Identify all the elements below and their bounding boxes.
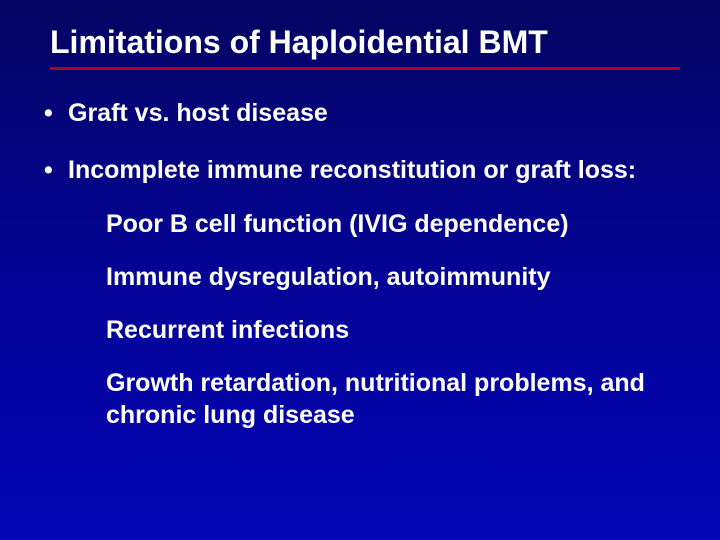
slide: Limitations of Haploidential BMT Graft v…: [0, 0, 720, 540]
list-item: Graft vs. host disease: [40, 98, 680, 129]
slide-title: Limitations of Haploidential BMT: [50, 24, 680, 70]
sub-list-item: Recurrent infections: [106, 315, 680, 346]
sub-list-item: Poor B cell function (IVIG dependence): [106, 209, 680, 240]
bullet-list: Graft vs. host disease Incomplete immune…: [40, 98, 680, 431]
bullet-text: Incomplete immune reconstitution or graf…: [68, 156, 636, 184]
sub-list-item: Growth retardation, nutritional problems…: [106, 368, 680, 431]
sub-list-item: Immune dysregulation, autoimmunity: [106, 262, 680, 293]
list-item: Incomplete immune reconstitution or graf…: [40, 155, 680, 431]
bullet-text: Graft vs. host disease: [68, 99, 328, 127]
sub-list: Poor B cell function (IVIG dependence) I…: [68, 209, 680, 431]
